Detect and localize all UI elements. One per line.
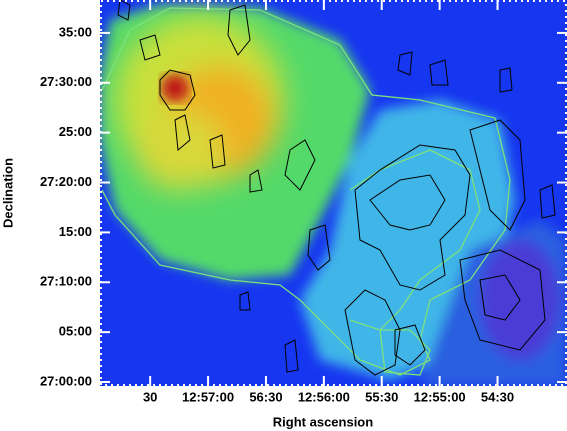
x-tick-label: 56:30 [249,389,282,404]
y-tick-label: 27:30:00 [40,74,92,89]
frame [100,0,567,386]
y-tick-label: 15:00 [59,224,92,239]
x-tick-label: 30 [143,389,157,404]
y-tick-label: 05:00 [59,324,92,339]
image [100,0,567,386]
y-tick-label: 27:20:00 [40,174,92,189]
x-tick-label: 12:55:00 [414,389,466,404]
x-tick-label: 54:30 [481,389,514,404]
y-tick-label: 27:10:00 [40,274,92,289]
x-axis-label: Right ascension [273,414,373,429]
x-tick-label: 55:30 [365,389,398,404]
x-tick-label: 12:56:00 [298,389,350,404]
y-tick-label: 25:00 [59,124,92,139]
x-tick-label: 12:57:00 [182,389,234,404]
y-tick-label: 27:00:00 [40,373,92,388]
y-axis-label: Declination [0,158,15,228]
y-tick-label: 35:00 [59,24,92,39]
